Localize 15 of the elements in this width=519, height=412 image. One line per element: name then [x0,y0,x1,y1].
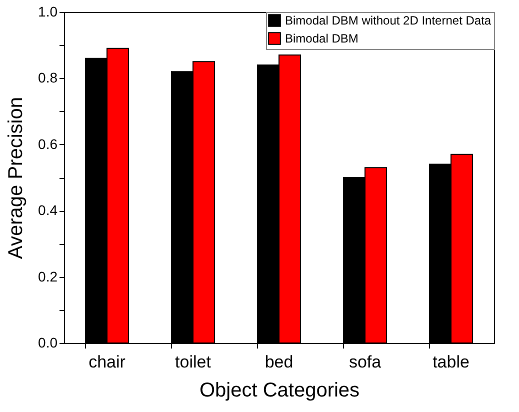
x-axis-title: Object Categories [199,380,360,402]
x-tick-label: table [432,352,470,372]
y-axis-title: Average Precision [5,97,28,259]
y-tick-label: 0.6 [38,136,58,152]
x-tick-label: bed [264,352,294,372]
x-tick-label: toilet [175,352,212,372]
x-tick-label: chair [88,352,126,372]
y-tick-label: 0.2 [38,268,58,284]
legend-label: Bimodal DBM without 2D Internet Data [285,14,492,28]
y-tick-label: 0.0 [38,334,58,350]
x-tick-label: sofa [348,352,382,372]
y-tick-label: 1.0 [38,4,58,20]
y-tick-label: 0.8 [38,70,58,86]
y-tick-label: 0.4 [38,202,58,218]
legend-label: Bimodal DBM [285,32,358,46]
